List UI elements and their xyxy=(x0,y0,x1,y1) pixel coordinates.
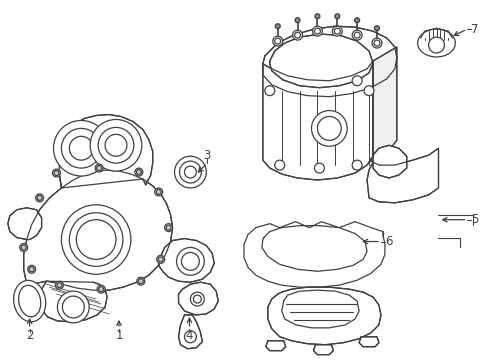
Circle shape xyxy=(61,205,131,274)
Circle shape xyxy=(29,267,34,272)
Circle shape xyxy=(275,24,280,29)
Polygon shape xyxy=(60,114,152,188)
Circle shape xyxy=(264,86,274,96)
Polygon shape xyxy=(358,337,378,347)
Text: 4: 4 xyxy=(185,329,193,342)
Circle shape xyxy=(97,285,105,293)
Polygon shape xyxy=(178,282,218,315)
Text: 2: 2 xyxy=(26,329,33,342)
Circle shape xyxy=(97,166,102,171)
Polygon shape xyxy=(265,341,285,351)
Ellipse shape xyxy=(19,285,41,317)
Circle shape xyxy=(90,120,142,171)
Circle shape xyxy=(373,40,379,46)
Circle shape xyxy=(427,37,444,53)
Circle shape xyxy=(179,161,201,183)
Circle shape xyxy=(181,252,199,270)
Ellipse shape xyxy=(14,280,45,322)
Circle shape xyxy=(105,134,127,156)
Circle shape xyxy=(274,160,284,170)
Circle shape xyxy=(61,129,101,168)
Circle shape xyxy=(351,76,361,86)
Circle shape xyxy=(184,331,196,343)
Circle shape xyxy=(166,225,171,230)
Polygon shape xyxy=(24,170,172,290)
Circle shape xyxy=(62,296,84,318)
Polygon shape xyxy=(366,148,438,203)
Circle shape xyxy=(69,136,93,160)
Polygon shape xyxy=(269,34,372,88)
Circle shape xyxy=(36,194,43,202)
Circle shape xyxy=(184,166,196,178)
Polygon shape xyxy=(178,315,202,349)
Circle shape xyxy=(314,163,324,173)
Polygon shape xyxy=(372,145,406,178)
Circle shape xyxy=(52,169,61,177)
Circle shape xyxy=(332,26,342,36)
Circle shape xyxy=(294,18,300,23)
Circle shape xyxy=(53,121,109,176)
Circle shape xyxy=(334,14,339,19)
Circle shape xyxy=(37,195,42,201)
Circle shape xyxy=(176,247,204,275)
Circle shape xyxy=(374,26,379,31)
Circle shape xyxy=(314,28,320,34)
Circle shape xyxy=(274,38,280,44)
Circle shape xyxy=(69,213,122,266)
Circle shape xyxy=(136,170,141,175)
Circle shape xyxy=(190,292,204,306)
Circle shape xyxy=(193,295,201,303)
Circle shape xyxy=(156,189,161,194)
Circle shape xyxy=(98,127,134,163)
Circle shape xyxy=(154,188,163,196)
Circle shape xyxy=(353,32,359,38)
Circle shape xyxy=(95,164,103,172)
Polygon shape xyxy=(263,26,396,96)
Text: 3: 3 xyxy=(203,149,210,162)
Circle shape xyxy=(354,18,359,23)
Circle shape xyxy=(21,245,26,250)
Circle shape xyxy=(54,171,59,176)
Circle shape xyxy=(28,265,36,273)
Ellipse shape xyxy=(417,29,454,57)
Circle shape xyxy=(292,30,302,40)
Circle shape xyxy=(174,156,206,188)
Text: 1: 1 xyxy=(115,329,122,342)
Polygon shape xyxy=(40,281,107,322)
Circle shape xyxy=(334,28,340,34)
Circle shape xyxy=(156,255,164,264)
Polygon shape xyxy=(158,239,214,282)
Text: 6: 6 xyxy=(385,235,392,248)
Text: 5: 5 xyxy=(470,213,478,226)
Circle shape xyxy=(164,224,172,231)
Polygon shape xyxy=(8,208,41,239)
Circle shape xyxy=(364,86,373,96)
Circle shape xyxy=(371,38,381,48)
Text: 7: 7 xyxy=(470,23,478,36)
Circle shape xyxy=(272,36,282,46)
Circle shape xyxy=(57,283,62,288)
Circle shape xyxy=(138,279,143,284)
Polygon shape xyxy=(267,287,380,345)
Circle shape xyxy=(137,277,144,285)
Polygon shape xyxy=(313,345,333,355)
Circle shape xyxy=(20,243,28,251)
Circle shape xyxy=(314,14,319,19)
Circle shape xyxy=(99,287,103,292)
Circle shape xyxy=(55,281,63,289)
Circle shape xyxy=(57,291,89,323)
Circle shape xyxy=(158,257,163,262)
Circle shape xyxy=(294,32,300,38)
Circle shape xyxy=(311,111,346,146)
Circle shape xyxy=(76,220,116,260)
Circle shape xyxy=(351,160,361,170)
Circle shape xyxy=(135,168,142,176)
Circle shape xyxy=(317,117,341,140)
Circle shape xyxy=(312,26,322,36)
Circle shape xyxy=(351,30,361,40)
Polygon shape xyxy=(263,61,372,180)
Polygon shape xyxy=(368,47,396,162)
